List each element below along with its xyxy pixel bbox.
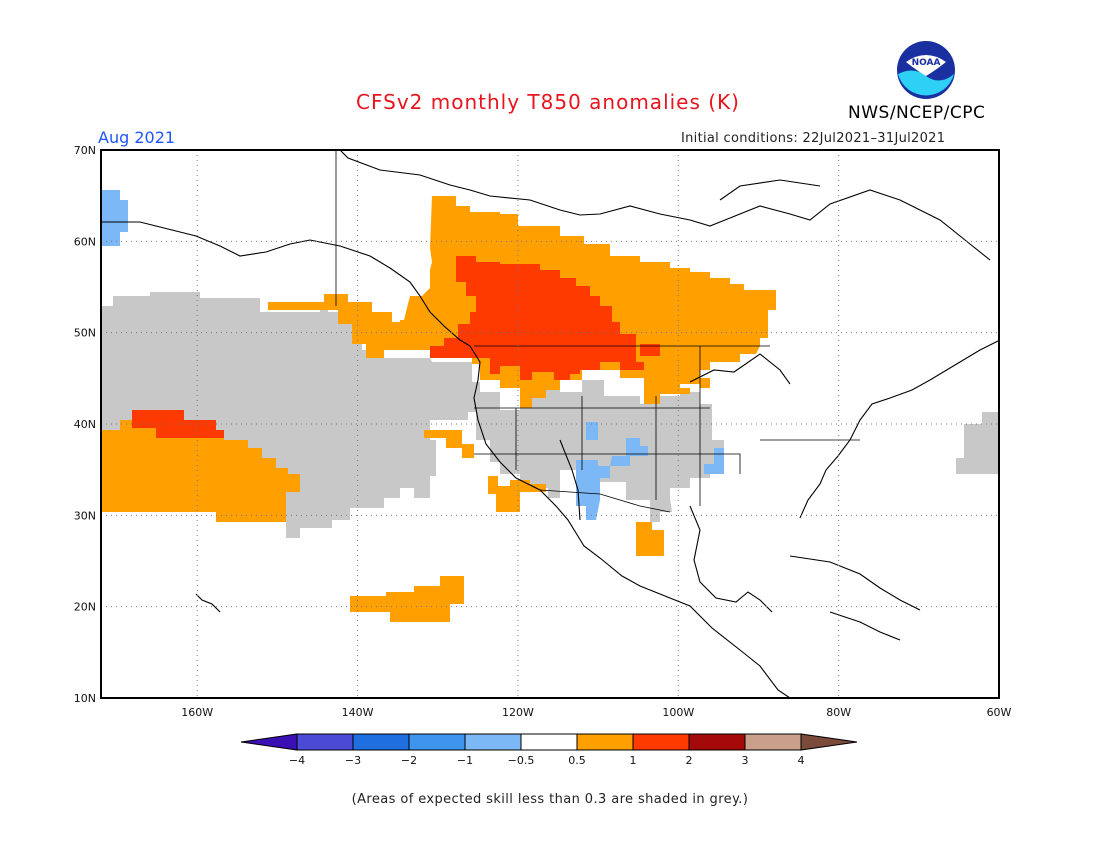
colorbar-level-label: −0.5 [508, 754, 535, 767]
colorbar-level-label: 0.5 [568, 754, 586, 767]
colorbar-level-label: −2 [401, 754, 417, 767]
lon-tick-label: 60W [987, 706, 1012, 719]
lat-tick-label: 30N [74, 509, 96, 522]
lon-tick-label: 100W [662, 706, 694, 719]
lat-tick-label: 60N [74, 235, 96, 248]
borders [335, 150, 860, 513]
longitude-labels: 160W 140W 120W 100W 80W 60W [181, 706, 1011, 719]
lightblue-arkansas [704, 448, 724, 474]
colorbar-extend-high [800, 733, 858, 751]
lat-tick-label: 10N [74, 692, 96, 705]
colorbar-level-label: 3 [742, 754, 749, 767]
lon-tick-label: 120W [502, 706, 534, 719]
lightblue-alaska-west [101, 190, 128, 246]
lat-tick-label: 20N [74, 601, 96, 614]
lon-tick-label: 80W [826, 706, 851, 719]
lat-tick-label: 70N [74, 144, 96, 157]
anomaly-map: 10N 20N 30N 40N 50N 60N 70N 160W 140W 120W 100W 80… [74, 144, 1012, 719]
colorbar-cell [688, 733, 746, 751]
colorbar-level-label: 4 [798, 754, 805, 767]
coastlines [101, 150, 999, 698]
logo-text: NOAA [912, 58, 941, 68]
colorbar-level-label: 1 [630, 754, 637, 767]
footer-note: (Areas of expected skill less than 0.3 a… [351, 792, 749, 807]
orange-offshore-ca [424, 430, 474, 458]
latitude-labels: 10N 20N 30N 40N 50N 60N 70N [74, 144, 96, 705]
red-pacific-40n [132, 410, 224, 438]
agency-label: NWS/NCEP/CPC [848, 103, 986, 123]
colorbar-cell [744, 733, 802, 751]
target-month-label: Aug 2021 [98, 128, 176, 147]
colorbar-cell [408, 733, 466, 751]
colorbar-cell [464, 733, 522, 751]
colorbar-cell [296, 733, 354, 751]
lightblue-southwest-us [576, 422, 648, 520]
lon-tick-label: 140W [342, 706, 374, 719]
colorbar-cell [576, 733, 634, 751]
orange-mexico [636, 522, 664, 556]
lon-tick-label: 160W [181, 706, 213, 719]
red-canada-interior [430, 256, 644, 380]
colorbar-level-label: 2 [686, 754, 693, 767]
orange-pacific-35n [101, 420, 300, 522]
map-frame [100, 149, 1000, 699]
initial-conditions-label: Initial conditions: 22Jul2021–31Jul2021 [681, 131, 946, 146]
lat-tick-label: 40N [74, 418, 96, 431]
colorbar-level-label: −3 [345, 754, 361, 767]
colorbar-level-label: −1 [457, 754, 473, 767]
colorbar-extend-low [240, 733, 298, 751]
colorbar-cell [632, 733, 690, 751]
orange-baja-coast [488, 476, 546, 512]
lat-tick-label: 50N [74, 327, 96, 340]
orange-bc-coast [268, 294, 414, 358]
grey-atlantic [956, 412, 999, 474]
colorbar-cell [520, 733, 578, 751]
chart-title: CFSv2 monthly T850 anomalies (K) [356, 90, 740, 114]
orange-north-central-us [644, 378, 710, 404]
colorbar-cell [352, 733, 410, 751]
colorbar-level-label: −4 [289, 754, 305, 767]
orange-pacific-22n [350, 576, 464, 622]
red-great-plains [640, 344, 660, 356]
noaa-logo: NOAA [897, 41, 955, 99]
